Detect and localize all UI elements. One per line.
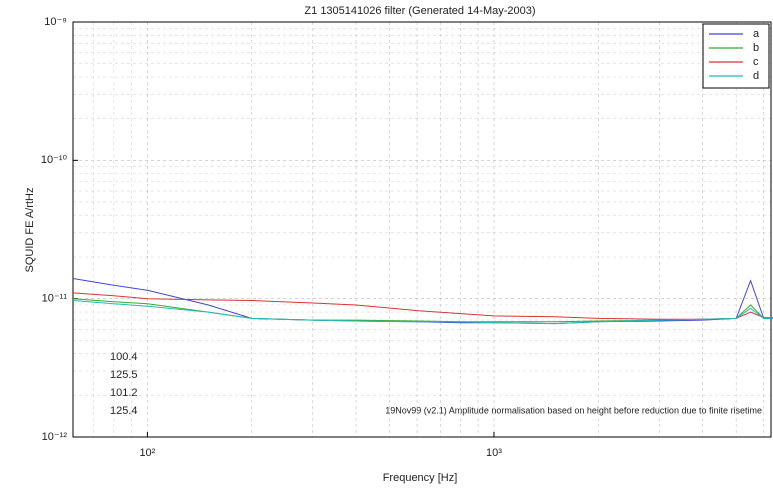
annotation: 101.2 <box>110 387 138 399</box>
chart-title: Z1 1305141026 filter (Generated 14-May-2… <box>304 5 535 17</box>
x-tick-label: 10³ <box>486 447 502 459</box>
legend-label: a <box>753 28 760 40</box>
series-line <box>72 300 773 325</box>
y-tick-label: 10⁻¹⁰ <box>41 154 68 166</box>
legend-label: b <box>753 42 759 54</box>
plot-area <box>73 22 771 437</box>
plot-frame <box>72 21 772 438</box>
x-axis-label: Frequency [Hz] <box>383 472 458 484</box>
y-tick-label: 10⁻¹¹ <box>42 293 68 305</box>
series-line <box>72 292 773 320</box>
annotation: 100.4 <box>110 351 138 363</box>
legend-label: d <box>753 70 759 82</box>
x-tick-label: 10² <box>139 447 155 459</box>
legend-label: c <box>753 56 759 68</box>
legend-box <box>702 23 770 89</box>
annotation: 125.5 <box>110 369 138 381</box>
y-axis-label: SQUID FE A/rtHz <box>24 188 36 273</box>
annotation: 19Nov99 (v2.1) Amplitude normalisation b… <box>385 405 762 415</box>
y-tick-label: 10⁻¹² <box>42 431 68 443</box>
y-tick-label: 10⁻⁹ <box>44 16 67 28</box>
annotation: 125.4 <box>110 405 138 417</box>
